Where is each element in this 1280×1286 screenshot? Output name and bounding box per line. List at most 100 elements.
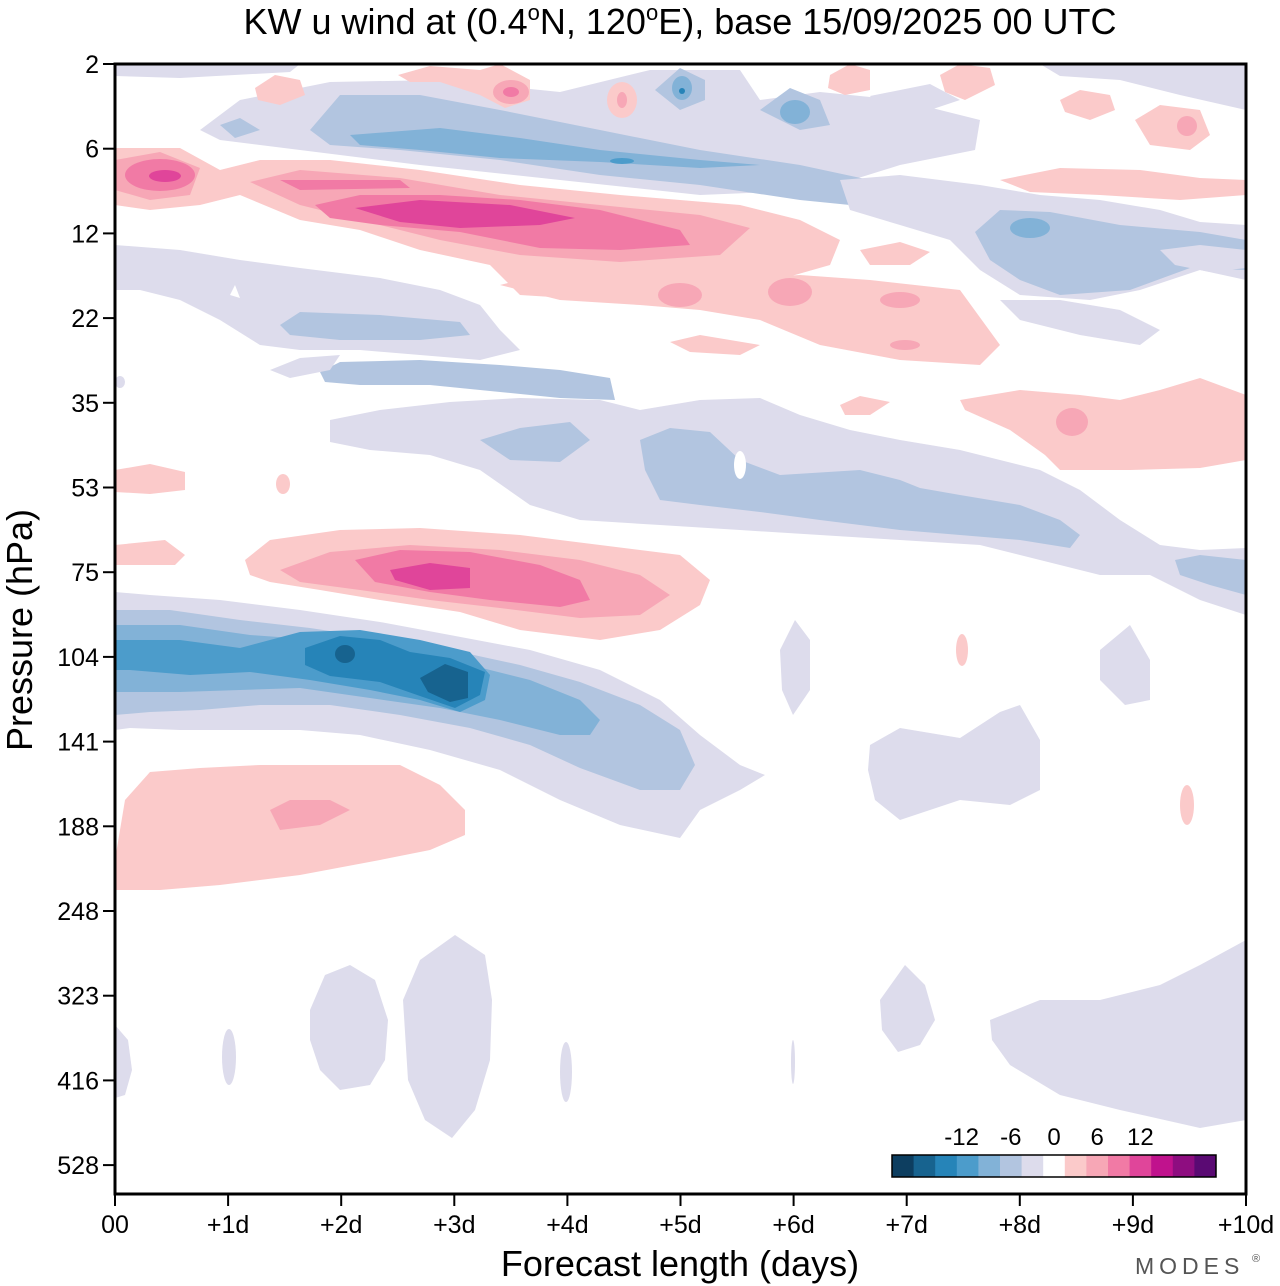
x-axis: 00 +1d +2d +3d +4d +5d +6d +7d +8d +9d +10d [101,1194,1274,1239]
colorbar-label: -12 [944,1124,979,1151]
contour-region-pos [1135,105,1210,150]
colorbar-swatch [1043,1155,1066,1177]
contour-region-neg [320,360,615,400]
contour-region-neg [560,1042,572,1102]
contour-region-neg [1100,625,1150,705]
colorbar-swatch [892,1155,915,1177]
x-tick-label: +6d [772,1211,814,1239]
contour-region-pos [890,340,920,350]
contour-region-pos [670,335,760,355]
contour-region-neg [310,95,990,210]
y-tick-label: 528 [57,1152,99,1180]
y-tick-label: 75 [71,559,99,587]
contour-region-pos [940,64,995,100]
contour-region-neg [115,376,125,388]
colorbar-swatch [1000,1155,1023,1177]
contour-region-pos [617,92,627,108]
contour-region-neg [679,88,685,94]
contour-region-neg [220,118,260,138]
colorbar-swatch [1194,1155,1217,1177]
contour-region-neg [870,84,960,110]
y-tick-label: 248 [57,898,99,926]
y-tick-label: 53 [71,475,99,503]
contour-region-neg [1160,245,1246,272]
x-tick-label: +5d [659,1211,701,1239]
contour-region-neg [780,620,810,715]
colorbar-swatch [1108,1155,1131,1177]
x-tick-label: +4d [546,1211,588,1239]
contour-region-neg [115,245,520,360]
contour-region-pos [658,283,702,307]
contour-region-neg [115,1025,132,1098]
contour-region-neg [880,965,935,1052]
contour-region-neg [280,312,470,340]
contour-region-neg [1000,300,1160,345]
contour-region-pos [115,464,185,494]
contour-region-pos [270,800,350,830]
y-tick-label: 323 [57,983,99,1011]
chart-title: KW u wind at (0.4oN, 120oE), base 15/09/… [244,0,1117,42]
contour-region-neg [640,428,1080,548]
y-tick-label: 2 [85,51,99,79]
colorbar-swatch [978,1155,1001,1177]
contour-region-neg [1040,64,1246,110]
contour-region-pos [828,64,870,95]
y-tick-label: 6 [85,136,99,164]
x-tick-label: 00 [101,1211,129,1239]
brand-logo: MODES [1135,1253,1244,1279]
contour-region-pos [860,242,930,265]
x-tick-label: +7d [885,1211,927,1239]
x-tick-label: +3d [433,1211,475,1239]
y-tick-label: 12 [71,220,99,248]
contour-region-neg [350,128,760,168]
contour-region-pos [276,474,290,494]
colorbar-swatch [956,1155,979,1177]
x-tick-label: +10d [1218,1211,1274,1239]
contour-region-neg [335,645,355,663]
colorbar-swatch [1021,1155,1044,1177]
x-tick-label: +9d [1112,1211,1154,1239]
contour-field [115,64,1246,1138]
colorbar-swatch [1086,1155,1109,1177]
contour-region-pos [255,75,305,105]
contour-region-neg [1010,218,1050,238]
colorbar-label: -6 [1000,1124,1021,1151]
contour-region-pos [840,396,890,415]
contour-region-neg [420,664,468,702]
contour-region-neg [1175,555,1246,595]
colorbar-label: 0 [1047,1124,1060,1151]
colorbar: -12 -6 0 6 12 [891,1124,1217,1178]
y-axis: 2 6 12 22 35 53 75 104 141 188 248 323 416 528 [57,51,115,1180]
contour-region-pos [1056,408,1088,436]
contour-region-pos [503,87,519,97]
contour-region-zero [230,285,240,298]
contour-region-neg [610,158,634,164]
contour-region-neg [480,422,590,462]
contour-region-neg [310,965,388,1090]
y-tick-label: 22 [71,305,99,333]
y-tick-label: 188 [57,813,99,841]
contour-region-pos [1060,90,1115,120]
y-tick-label: 416 [57,1067,99,1095]
colorbar-swatch [1129,1155,1152,1177]
contour-region-pos [956,634,968,666]
contour-region-pos [355,200,575,228]
contour-region-pos [880,292,920,308]
contour-region-pos [280,180,410,190]
y-tick-label: 141 [57,729,99,757]
contour-region-pos [960,378,1246,470]
contour-region-pos [355,550,590,607]
colorbar-swatch [935,1155,958,1177]
contour-region-pos [1177,116,1197,136]
x-tick-label: +1d [207,1211,249,1239]
contour-region-neg [115,64,300,78]
contour-region-neg [222,1029,236,1085]
contour-region-pos [390,563,470,590]
contour-region-pos [149,170,181,182]
contour-region-neg [990,940,1246,1128]
x-axis-title: Forecast length (days) [501,1243,859,1284]
colorbar-swatch [913,1155,936,1177]
colorbar-swatch [1064,1155,1087,1177]
colorbar-swatch [1172,1155,1195,1177]
